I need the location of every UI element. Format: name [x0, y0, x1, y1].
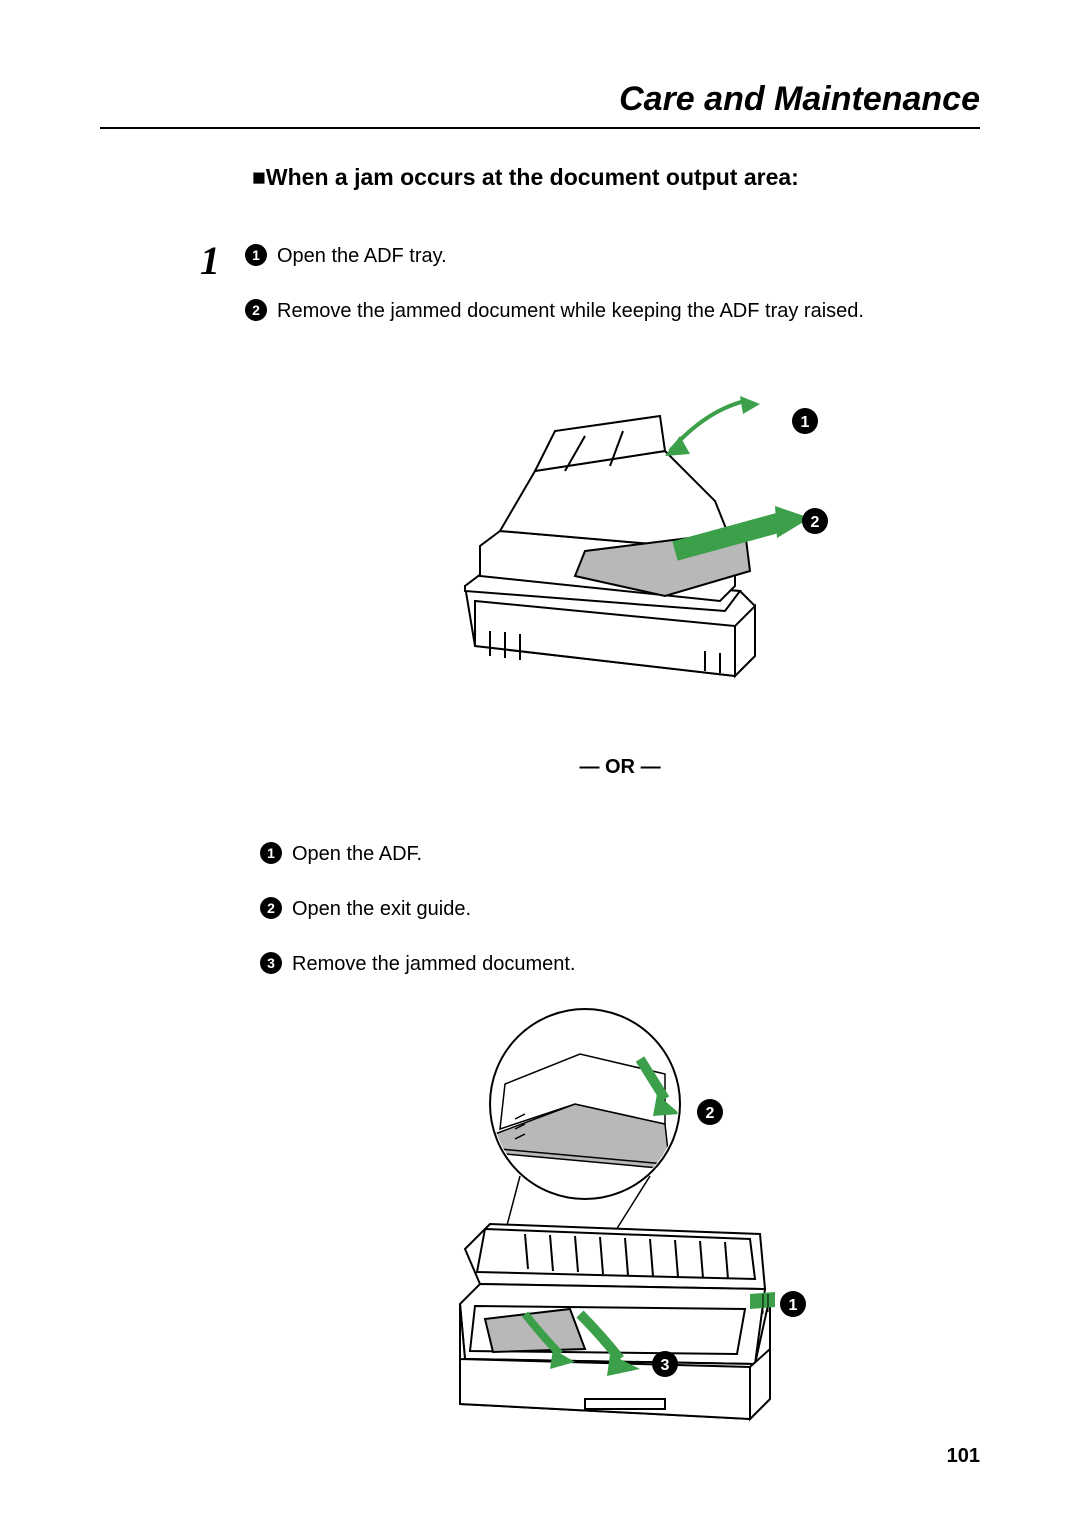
step-number: 1	[200, 241, 220, 281]
method-b-sub1-text: Open the ADF.	[292, 839, 422, 869]
method-b-sub2: 2 Open the exit guide.	[260, 894, 980, 924]
figure2-callout-3: 3	[661, 1357, 670, 1374]
circled-2b-icon: 2	[260, 897, 282, 919]
circled-1b-icon: 1	[260, 842, 282, 864]
figure1-callout-2: 2	[811, 514, 820, 531]
dash-left: —	[579, 756, 599, 778]
scanner-diagram-1: 1 2	[405, 376, 835, 696]
method-a-sub2-text: Remove the jammed document while keeping…	[277, 296, 864, 326]
figure1-callout-1: 1	[801, 414, 810, 431]
method-b-sub3: 3 Remove the jammed document.	[260, 949, 980, 979]
circled-2-icon: 2	[245, 299, 267, 321]
figure-1: 1 2	[260, 376, 980, 696]
dash-right: —	[641, 756, 661, 778]
or-text: OR	[605, 756, 635, 778]
method-a-sub1: 1 Open the ADF tray.	[245, 241, 980, 271]
page-number: 101	[947, 1445, 980, 1468]
or-divider: — OR —	[260, 756, 980, 779]
content-area: ■When a jam occurs at the document outpu…	[100, 164, 980, 1444]
method-a-sub1-text: Open the ADF tray.	[277, 241, 447, 271]
section-title: ■When a jam occurs at the document outpu…	[252, 164, 980, 191]
figure2-callout-1: 1	[789, 1297, 798, 1314]
method-b-steps: 1 Open the ADF. 2 Open the exit guide. 3…	[260, 839, 980, 979]
page-header: Care and Maintenance	[100, 80, 980, 129]
circled-1-icon: 1	[245, 244, 267, 266]
method-b-sub2-text: Open the exit guide.	[292, 894, 471, 924]
header-title: Care and Maintenance	[619, 80, 980, 118]
section-title-text: When a jam occurs at the document output…	[266, 164, 799, 190]
method-b-sub1: 1 Open the ADF.	[260, 839, 980, 869]
figure-2: 2 1 3	[260, 1004, 980, 1444]
circled-3b-icon: 3	[260, 952, 282, 974]
method-b-sub3-text: Remove the jammed document.	[292, 949, 575, 979]
figure2-callout-2: 2	[706, 1105, 715, 1122]
scanner-diagram-2: 2 1 3	[405, 1004, 835, 1444]
method-a-steps: 1 Open the ADF tray. 2 Remove the jammed…	[245, 241, 980, 351]
step-1: 1 1 Open the ADF tray. 2 Remove the jamm…	[260, 241, 980, 351]
bullet-square: ■	[252, 164, 266, 190]
method-a-sub2: 2 Remove the jammed document while keepi…	[245, 296, 980, 326]
